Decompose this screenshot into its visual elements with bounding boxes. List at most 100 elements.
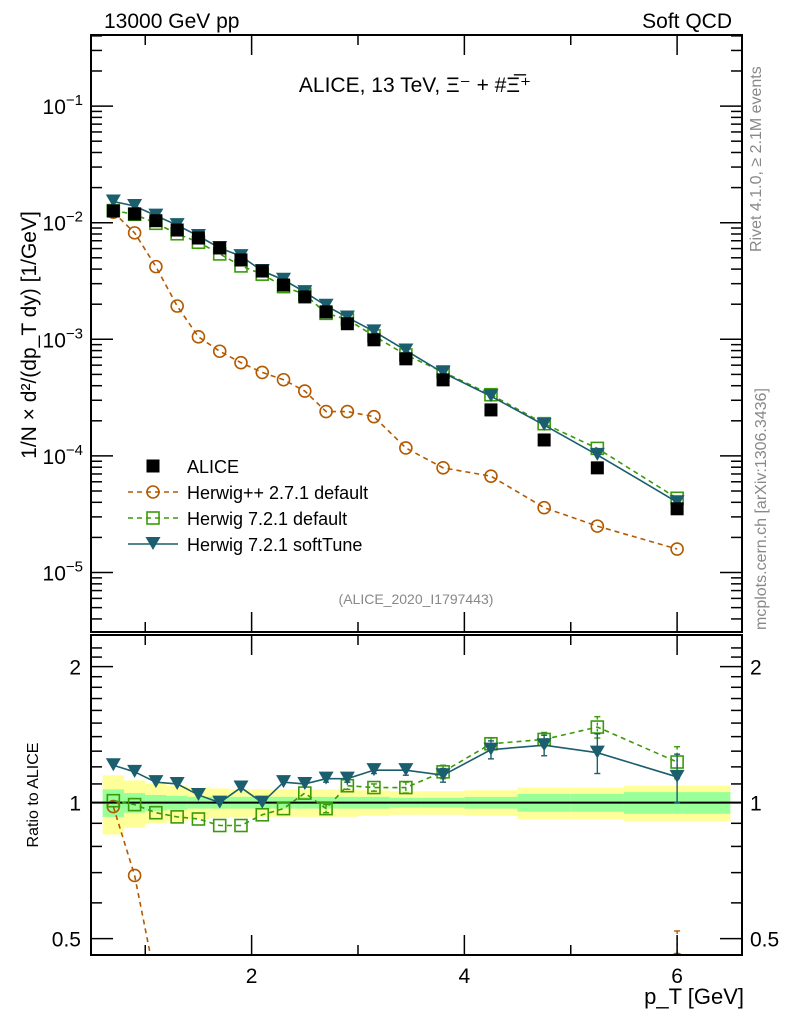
- ratio-point: [169, 776, 185, 790]
- data-point: [399, 441, 413, 455]
- series-line: [112, 211, 678, 550]
- data-point: [212, 344, 227, 359]
- data-point: [149, 259, 163, 274]
- data-point: [318, 298, 334, 312]
- data-point: [340, 404, 355, 419]
- ratio-series-line: [112, 806, 152, 955]
- data-point: [340, 317, 354, 331]
- data-point: [399, 352, 413, 366]
- ratio-point: [149, 805, 163, 820]
- data-point: [319, 305, 333, 319]
- main-plot-marks: [105, 194, 685, 556]
- data-point: [127, 226, 142, 240]
- ratio-point: [127, 868, 142, 883]
- legend-marker: [146, 511, 160, 525]
- data-point: [537, 433, 551, 447]
- x-tick-label: 2: [246, 965, 258, 988]
- data-point: [128, 207, 142, 221]
- data-point: [339, 310, 355, 324]
- y-tick-label: 10−2: [43, 209, 83, 236]
- ratio-point: [483, 742, 499, 756]
- legend: ALICE Herwig++ 2.7.1 default Herwig 7.2.1 …: [128, 457, 368, 555]
- legend-label: ALICE: [187, 457, 239, 477]
- ratio-point: [150, 976, 162, 988]
- data-point: [191, 231, 205, 245]
- legend-marker: [146, 485, 160, 499]
- ratio-point: [590, 720, 605, 734]
- ratio-point: [398, 763, 414, 777]
- analysis-watermark: (ALICE_2020_I1797443): [339, 591, 494, 607]
- data-point: [366, 324, 382, 338]
- legend-item: ALICE: [146, 457, 239, 477]
- data-point: [298, 290, 312, 304]
- ratio-point: [233, 780, 249, 794]
- main-frame: [90, 34, 743, 633]
- ratio-series-group: [105, 715, 685, 988]
- legend-label: Herwig 7.2.1 default: [187, 509, 347, 529]
- ratio-point: [318, 771, 334, 785]
- header-left: 13000 GeV pp: [104, 10, 239, 33]
- rivet-label: Rivet 4.1.0, ≥ 2.1M events: [748, 66, 765, 252]
- y-tick-label: 10−1: [43, 92, 83, 119]
- ratio-axis-ticks: [91, 635, 742, 955]
- data-point: [367, 333, 381, 347]
- ratio-panel: 0.5 0.5 1 1 2 2 2 4 6 Ratio to ALICE p_T [GeV]: [25, 634, 779, 1009]
- ratio-point: [254, 795, 270, 809]
- x-tick-label: 4: [459, 965, 471, 988]
- header-right: Soft QCD: [642, 10, 732, 33]
- main-axis-ticks: [91, 35, 742, 632]
- legend-marker: [145, 537, 161, 550]
- data-point: [255, 264, 269, 278]
- ratio-y-tick-label: 2: [69, 657, 81, 680]
- data-point: [106, 204, 120, 218]
- ratio-y-tick-label-right: 2: [750, 657, 762, 680]
- ratio-point: [105, 758, 121, 772]
- data-point: [435, 365, 451, 379]
- data-point: [255, 365, 270, 380]
- ratio-y-tick-label-right: 1: [750, 793, 762, 816]
- ratio-series-herwig-7-2-1-softtune: [105, 733, 685, 809]
- series-herwig-2-7-1-default: [106, 205, 684, 556]
- ratio-point: [148, 775, 164, 789]
- ratio-frame: [90, 634, 743, 956]
- data-point: [213, 241, 227, 255]
- data-point: [234, 253, 248, 267]
- ratio-point: [366, 763, 382, 777]
- data-point: [170, 223, 184, 237]
- data-point: [170, 299, 184, 313]
- main-title: ALICE, 13 TeV, Ξ⁻ + #Ξ̅⁺: [299, 74, 531, 97]
- ratio-point: [367, 780, 381, 795]
- data-point: [105, 194, 121, 208]
- ratio-point: [339, 771, 355, 785]
- data-point: [319, 404, 333, 419]
- data-point: [669, 495, 685, 509]
- ratio-plot-marks: [105, 715, 685, 988]
- y-tick-label: 10−3: [43, 325, 83, 352]
- data-point: [277, 278, 291, 292]
- ratio-point: [212, 818, 227, 833]
- data-point: [537, 500, 551, 515]
- data-point: [367, 409, 381, 424]
- ratio-y-tick-label: 0.5: [52, 929, 81, 952]
- data-point: [298, 384, 312, 398]
- data-point: [436, 373, 450, 387]
- data-point: [536, 418, 552, 432]
- ratio-point: [106, 793, 121, 808]
- legend-item: Herwig 7.2.1 default: [128, 509, 347, 529]
- ratio-y-tick-label-right: 0.5: [750, 929, 779, 952]
- ratio-point: [399, 780, 413, 795]
- ratio-point: [276, 775, 292, 789]
- legend-marker: [146, 459, 160, 473]
- y-tick-label: 10−5: [43, 559, 83, 586]
- ratio-series-herwig-2-7-1-default: [106, 799, 683, 988]
- data-point: [670, 502, 684, 516]
- legend-label: Herwig++ 2.7.1 default: [187, 483, 368, 503]
- main-ylabel-text: 1/N × d²/(dp_T dy) [1/GeV]: [18, 211, 41, 459]
- data-point: [191, 330, 206, 344]
- ratio-y-tick-label: 1: [69, 793, 81, 816]
- data-point: [484, 403, 498, 417]
- ratio-ylabel-text: Ratio to ALICE: [25, 743, 42, 848]
- ratio-point: [127, 797, 142, 812]
- ratio-point: [435, 768, 451, 782]
- data-point: [127, 199, 143, 213]
